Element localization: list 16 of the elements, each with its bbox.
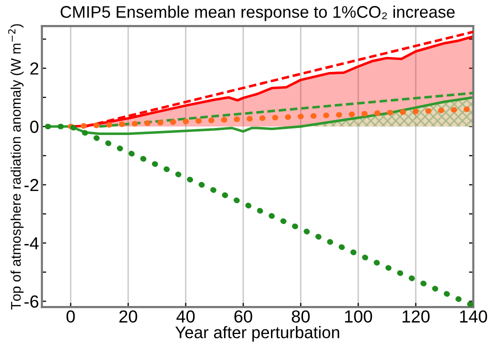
x-tick-label: 20 <box>119 310 138 323</box>
y-tick-label: -6 <box>24 295 38 308</box>
x-tick-label: 0 <box>66 310 75 323</box>
x-tick-label: 80 <box>292 310 310 323</box>
y-tick-label: 2 <box>30 62 38 75</box>
y-tick-label: -2 <box>24 178 38 192</box>
x-tick-label: 40 <box>176 310 195 323</box>
chart-title: CMIP5 Ensemble mean response to 1%CO₂ increase <box>60 6 455 22</box>
x-tick-label: 100 <box>345 310 372 323</box>
y-axis-title: Top of atmosphere radiation anomaly (W m$^{−2}$) <box>8 24 24 310</box>
x-tick-label: 60 <box>234 310 252 323</box>
y-tick-label: -4 <box>24 237 39 250</box>
x-tick-label: 120 <box>402 310 430 323</box>
y-tick-label: 0 <box>30 120 38 133</box>
x-tick-label: 140 <box>460 310 488 323</box>
x-axis-title: Year after perturbation <box>175 326 340 342</box>
